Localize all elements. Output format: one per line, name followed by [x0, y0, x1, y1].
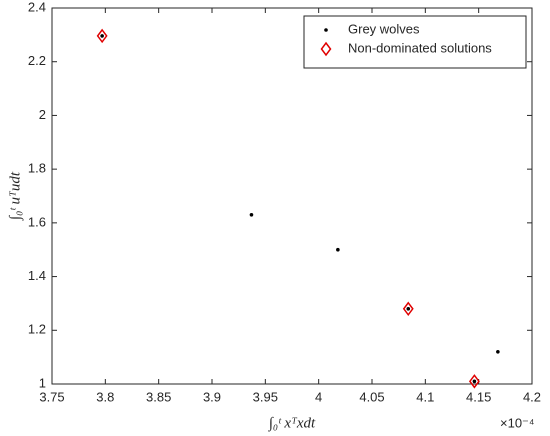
- plot-frame: [51, 7, 533, 385]
- legend-label: Grey wolves: [348, 21, 420, 36]
- diamond-marker: [468, 374, 480, 389]
- x-tick-label: 3.75: [39, 389, 64, 404]
- dot-marker: [496, 349, 500, 354]
- dot-marker: [100, 34, 104, 38]
- x-tick-label: 4: [315, 389, 322, 404]
- y-tick-label: 2: [39, 107, 46, 122]
- y-tick-label: 2.4: [28, 0, 46, 14]
- dot-marker: [336, 247, 340, 252]
- diamond-marker: [96, 28, 108, 44]
- x-tick-label: 3.8: [96, 389, 114, 404]
- y-tick-label: 1.2: [28, 322, 46, 337]
- x-axis-label: ∫₀ᵗ xᵀxdt: [268, 415, 316, 431]
- y-tick-label: 1.6: [28, 214, 46, 229]
- diamond-marker: [320, 41, 332, 57]
- y-tick-label: 2.2: [28, 53, 46, 68]
- x-tick-label: 3.85: [146, 389, 171, 404]
- x-tick-label: 3.95: [253, 389, 278, 404]
- dot-marker: [406, 307, 411, 311]
- legend-box: [303, 15, 527, 69]
- y-axis-label: ∫₀ᵗ uᵀudt: [7, 171, 23, 221]
- x-tick-label: 3.9: [203, 389, 221, 404]
- x-tick-label: 4.2: [523, 389, 541, 404]
- y-tick-label: 1.8: [28, 161, 46, 176]
- diamond-marker: [402, 301, 414, 317]
- dot-marker: [249, 213, 254, 217]
- legend-label: Non-dominated solutions: [348, 40, 492, 55]
- x-tick-label: 4.05: [359, 389, 384, 404]
- y-tick-label: 1.4: [28, 268, 46, 283]
- y-tick-label: 1: [39, 375, 46, 390]
- dot-marker: [472, 379, 477, 384]
- x-exponent: ×10⁻⁴: [500, 415, 535, 430]
- x-tick-label: 4.15: [466, 389, 491, 404]
- x-tick-label: 4.1: [416, 389, 434, 404]
- dot-marker: [324, 28, 328, 32]
